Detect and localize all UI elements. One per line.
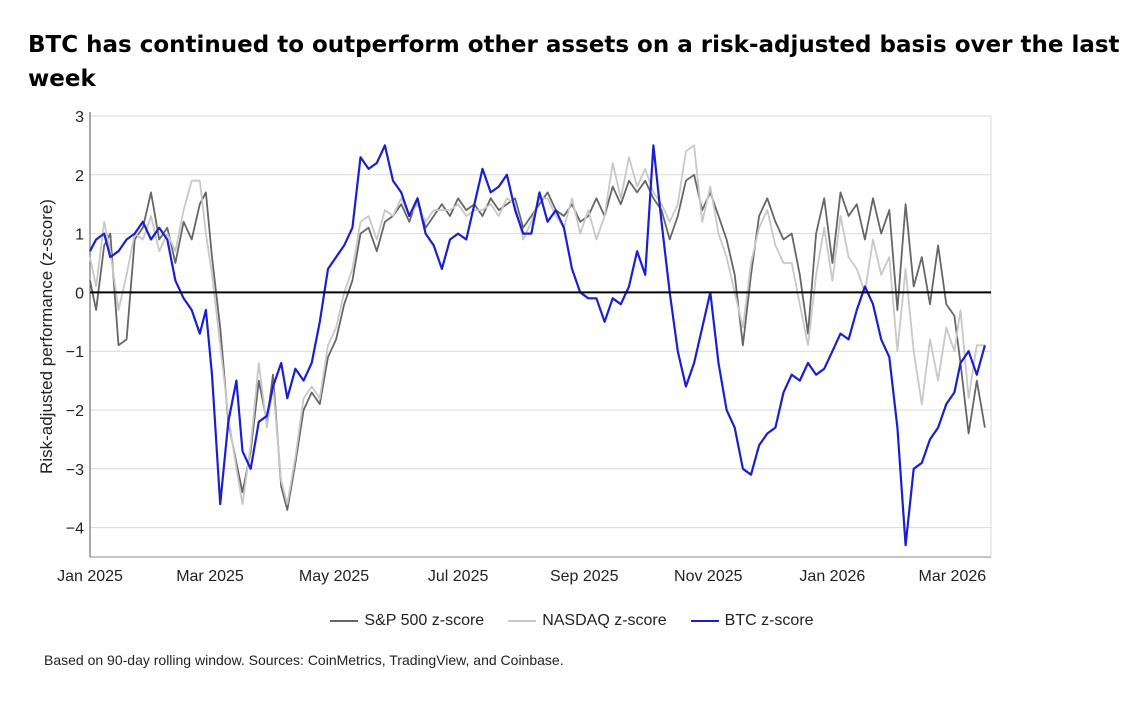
x-tick-label: Sep 2025 <box>550 568 619 585</box>
legend-swatch <box>508 620 537 622</box>
y-tick-label: 0 <box>75 285 84 302</box>
x-tick-label: May 2025 <box>299 568 369 585</box>
x-tick-label: Mar 2026 <box>919 568 987 585</box>
y-tick-label: −2 <box>66 403 84 420</box>
legend-item: S&P 500 z-score <box>330 612 484 630</box>
tick-labels: 3 2 1 0 −1 −2 −3 −4 Jan 2025 Mar 2025 May 2025 Jul … <box>57 109 986 585</box>
legend: S&P 500 z-score NASDAQ z-score BTC z-score <box>0 612 1144 630</box>
series-line-3 <box>89 144 986 547</box>
x-tick-label: Jul 2025 <box>428 568 489 585</box>
y-axis-label: Risk-adjusted performance (z-score) <box>37 199 56 474</box>
legend-item: NASDAQ z-score <box>508 612 667 630</box>
y-tick-label: 1 <box>75 227 84 244</box>
axes <box>89 112 991 558</box>
x-tick-label: Jan 2026 <box>799 568 865 585</box>
legend-label: BTC z-score <box>724 612 814 629</box>
y-tick-label: −3 <box>66 462 84 479</box>
x-tick-label: Jan 2025 <box>57 568 123 585</box>
footnote: Based on 90-day rolling window. Sources:… <box>44 652 564 668</box>
chart-title: BTC has continued to outperform other as… <box>28 32 1120 92</box>
legend-label: S&P 500 z-score <box>364 612 485 629</box>
series-lines <box>89 144 991 547</box>
grid-lines <box>90 115 992 557</box>
legend-label: NASDAQ z-score <box>542 612 667 629</box>
y-tick-label: 3 <box>75 109 84 126</box>
x-tick-label: Nov 2025 <box>674 568 743 585</box>
y-tick-label: 2 <box>75 168 84 185</box>
legend-item: BTC z-score <box>690 612 814 630</box>
legend-swatch <box>330 620 359 622</box>
series-line-2 <box>89 144 985 505</box>
y-tick-label: −1 <box>66 344 84 361</box>
legend-swatch <box>690 620 719 622</box>
y-tick-label: −4 <box>66 521 84 538</box>
x-tick-label: Mar 2025 <box>176 568 244 585</box>
